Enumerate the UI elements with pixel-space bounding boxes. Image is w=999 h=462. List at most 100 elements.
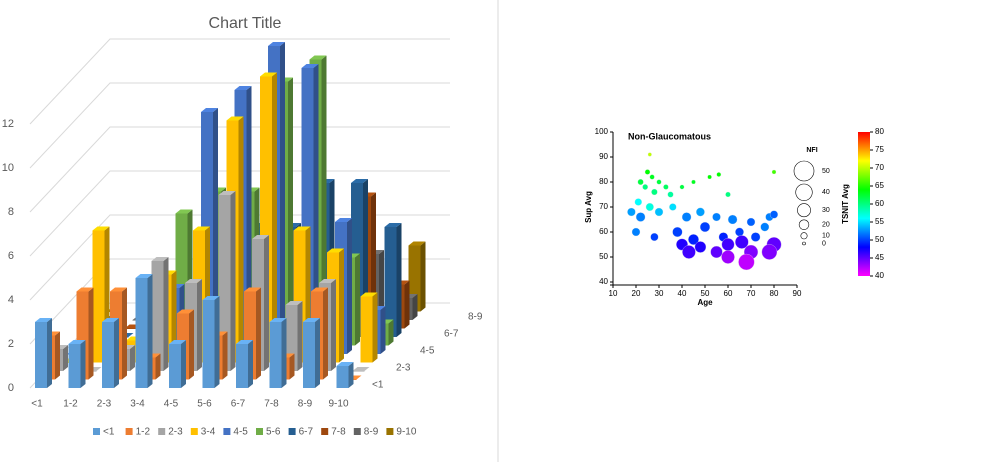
bar-side [379,250,384,320]
y-tick-label: 10 [2,162,14,174]
bar-front [135,278,148,388]
bubble [696,207,705,217]
y-tick-label: 8 [8,206,14,218]
legend-label: 6-7 [299,427,314,438]
bar [68,340,86,388]
bar-side [339,248,344,363]
bar-front [384,227,397,337]
bubble [651,188,658,196]
x-tick-label: 30 [655,289,664,298]
bar-top [234,86,252,90]
bar-top [408,241,426,246]
bar-side [256,287,261,380]
bubble [634,198,642,206]
depth-tick-label: 4-5 [420,346,435,357]
bar-side [222,331,228,380]
legend-swatch [353,428,361,435]
size-legend-circle [800,232,808,240]
x-tick-label: 5-6 [197,399,212,410]
bar-side [355,253,360,346]
bubble [637,178,644,186]
bar-top [351,179,368,183]
grid-line [29,38,450,125]
bar-top [327,248,344,253]
bubble [688,234,699,245]
y-tick-label: 0 [8,382,14,394]
bar-front [218,195,231,371]
legend-label: 4-5 [233,427,248,438]
bubble [669,203,677,211]
bar-top [244,287,261,292]
depth-tick-label: 6-7 [444,329,459,340]
size-legend-label: 0 [822,240,826,247]
bar-top [252,235,269,239]
depth-tick-label: 2-3 [396,363,411,374]
legend-label: 2-3 [168,427,183,438]
x-tick-label: 10 [609,289,618,298]
bar-top [384,223,402,227]
x-tick-label: 2-3 [97,399,112,410]
bubble [738,253,755,271]
colorbar [858,132,870,276]
bar-top [236,340,253,344]
size-legend-title: NFI [806,147,817,154]
bar-side [289,353,295,380]
bar-top [303,318,320,322]
y-tick-label: 12 [2,118,14,130]
size-legend-circle [795,183,813,201]
x-tick-label: <1 [31,399,43,410]
x-tick-label: 70 [747,289,756,298]
bar-side [171,270,177,363]
legend-label: 7-8 [331,427,346,438]
bar-front [336,366,349,388]
bar-top [202,296,220,300]
bar-front [124,328,137,329]
bar-top [319,279,336,283]
bar-top [335,218,352,222]
bar-top [336,362,354,366]
bar-side [264,235,269,371]
bubble [716,172,722,177]
bubble [649,174,655,180]
x-tick-label: 50 [701,289,710,298]
bar-top [309,55,327,60]
legend-swatch [321,428,329,435]
legend-swatch [190,428,198,435]
bar-top [269,318,287,322]
bubble [650,232,659,242]
bar-side [420,241,426,312]
bubble [631,227,641,237]
bar [135,274,153,388]
bubble [654,207,664,217]
bar-side [372,292,378,363]
bar-side [348,362,354,388]
bar-front [236,344,248,388]
y-tick-label: 40 [599,277,608,286]
bubble [642,184,649,190]
bar-top [102,318,119,322]
x-tick-label: 6-7 [231,399,246,410]
size-legend-label: 50 [822,168,830,175]
bar-side [130,345,135,371]
bar-top [76,287,94,292]
bar-front [68,344,81,388]
bubble [691,179,696,185]
bubble [769,210,779,219]
y-tick-label: 90 [599,152,608,161]
bubble [721,250,735,264]
y-tick-label: 70 [599,202,608,211]
bar-side [315,318,320,388]
bubble [750,232,761,242]
legend-label: 3-4 [201,427,216,438]
bar-side [230,191,236,371]
bar-side [238,116,244,363]
bar-side [404,280,410,329]
grid-line [29,170,450,257]
legend-label: <1 [103,427,115,438]
bar-top [110,287,127,292]
bar-side [297,301,303,371]
bar-side [246,86,252,354]
bubble [627,207,636,217]
